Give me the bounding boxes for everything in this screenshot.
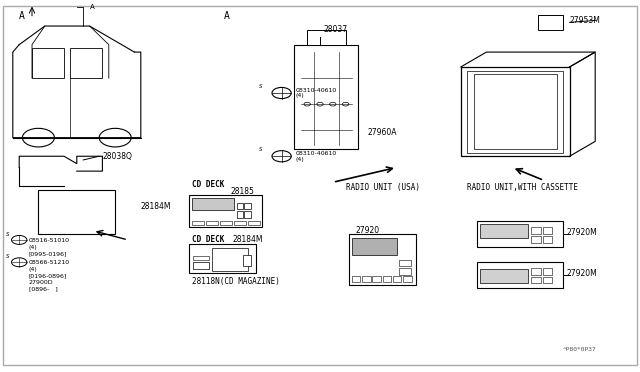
Bar [248,221,260,225]
Bar [32,48,64,78]
Bar [193,256,209,260]
Bar [393,276,401,282]
Text: S: S [259,147,262,152]
Text: S: S [6,232,10,237]
Text: 08310-40610
(4): 08310-40610 (4) [296,87,337,99]
Bar [362,276,371,282]
Text: 28037: 28037 [323,25,348,34]
Text: 27920M: 27920M [566,228,597,237]
Bar [237,211,243,218]
Bar [38,190,115,234]
Bar [467,71,563,153]
Text: 08516-51010
(4)
[0995-0196]: 08516-51010 (4) [0995-0196] [29,238,70,256]
Bar [220,221,232,225]
Bar [480,224,528,238]
Bar [192,221,204,225]
Bar [477,221,563,247]
Bar [474,74,557,149]
Text: 28038Q: 28038Q [102,152,132,161]
Bar [531,236,541,243]
Bar [307,30,346,45]
Bar [461,67,570,156]
Bar [349,234,416,285]
Text: 27920M: 27920M [566,269,597,278]
Bar [206,221,218,225]
Bar [243,255,251,266]
Bar [193,262,209,269]
Bar [189,195,262,227]
Text: 28118N(CD MAGAZINE): 28118N(CD MAGAZINE) [192,277,280,286]
Text: 27960A: 27960A [368,128,397,137]
Text: 28184M: 28184M [232,235,263,244]
Text: 27920: 27920 [355,226,380,235]
Text: RADIO UNIT (USA): RADIO UNIT (USA) [346,183,420,192]
Text: 28185: 28185 [230,187,254,196]
Text: CD DECK: CD DECK [192,235,225,244]
Bar [399,260,411,266]
Bar [212,248,248,271]
Bar [294,45,358,149]
Bar [543,227,552,234]
Text: A: A [19,11,25,21]
Text: 08310-40610
(4): 08310-40610 (4) [296,151,337,162]
Bar [352,238,397,255]
Bar [543,277,552,283]
Bar [531,268,541,275]
Bar [538,15,563,30]
Bar [399,268,411,275]
Text: A: A [224,11,230,21]
Bar [244,203,251,209]
Text: RADIO UNIT,WITH CASSETTE: RADIO UNIT,WITH CASSETTE [467,183,578,192]
Text: 28184M: 28184M [141,202,172,211]
Bar [189,244,256,273]
Bar [477,262,563,288]
Text: ^P80*0P37: ^P80*0P37 [563,347,597,352]
Bar [480,269,528,283]
Text: CD DECK: CD DECK [192,180,225,189]
Text: 27953M: 27953M [570,16,600,25]
Text: A: A [90,4,94,10]
Bar [543,236,552,243]
Bar [372,276,381,282]
Text: S: S [6,254,10,259]
Bar [383,276,391,282]
Bar [352,276,360,282]
Bar [531,227,541,234]
Text: S: S [259,84,262,89]
Bar [543,268,552,275]
Bar [234,221,246,225]
Bar [192,198,234,210]
Bar [237,203,243,209]
Bar [531,277,541,283]
Bar [244,211,251,218]
Text: 08566-51210
(4)
[0196-0896]
27900D
[0896-   ]: 08566-51210 (4) [0196-0896] 27900D [0896… [29,260,70,292]
Bar [403,276,412,282]
Bar [70,48,102,78]
